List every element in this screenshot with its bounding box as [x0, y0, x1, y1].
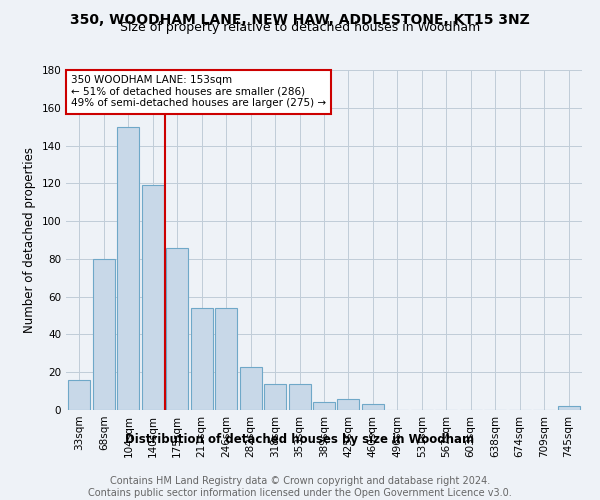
- Text: 350, WOODHAM LANE, NEW HAW, ADDLESTONE, KT15 3NZ: 350, WOODHAM LANE, NEW HAW, ADDLESTONE, …: [70, 12, 530, 26]
- Bar: [68, 380, 91, 410]
- Text: Size of property relative to detached houses in Woodham: Size of property relative to detached ho…: [120, 21, 480, 34]
- Bar: [239, 366, 262, 410]
- Text: 350 WOODHAM LANE: 153sqm
← 51% of detached houses are smaller (286)
49% of semi-: 350 WOODHAM LANE: 153sqm ← 51% of detach…: [71, 75, 326, 108]
- Bar: [93, 259, 115, 410]
- Bar: [313, 402, 335, 410]
- Bar: [118, 126, 139, 410]
- Bar: [557, 406, 580, 410]
- Bar: [362, 404, 384, 410]
- Text: Contains HM Land Registry data © Crown copyright and database right 2024.
Contai: Contains HM Land Registry data © Crown c…: [88, 476, 512, 498]
- Bar: [215, 308, 237, 410]
- Bar: [142, 185, 164, 410]
- Bar: [337, 398, 359, 410]
- Bar: [264, 384, 286, 410]
- Bar: [191, 308, 213, 410]
- Bar: [289, 384, 311, 410]
- Bar: [166, 248, 188, 410]
- Y-axis label: Number of detached properties: Number of detached properties: [23, 147, 36, 333]
- Text: Distribution of detached houses by size in Woodham: Distribution of detached houses by size …: [125, 432, 475, 446]
